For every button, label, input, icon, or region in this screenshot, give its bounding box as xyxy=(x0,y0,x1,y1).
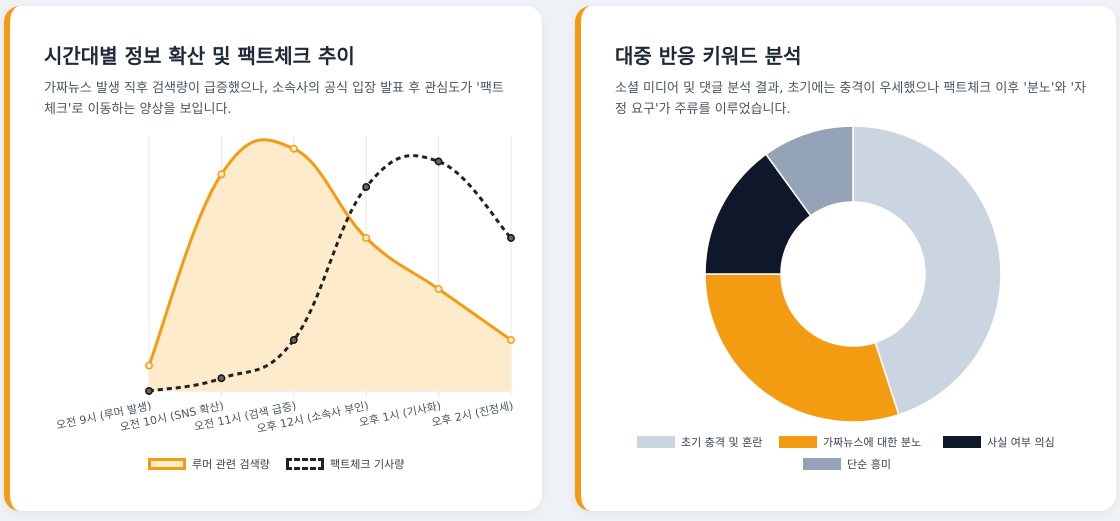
factcheck-point-4 xyxy=(434,157,443,166)
rumor-point-2 xyxy=(289,144,298,153)
legend-label-rumor: 루머 관련 검색량 xyxy=(192,458,270,471)
donut-chart-description: 소셜 미디어 및 댓글 분석 결과, 초기에는 충격이 우세했으나 팩트체크 이… xyxy=(615,81,1087,117)
donut-chart-card: 대중 반응 키워드 분석 소셜 미디어 및 댓글 분석 결과, 초기에는 충격이… xyxy=(575,6,1116,511)
rumor-point-4 xyxy=(434,285,443,293)
legend-item-rumor[interactable]: 루머 관련 검색량 xyxy=(148,456,270,472)
line-chart-card: 시간대별 정보 확산 및 팩트체크 추이 가짜뉴스 발생 직후 검색량이 급증했… xyxy=(4,6,542,511)
rumor-point-3 xyxy=(362,234,371,242)
factcheck-point-0 xyxy=(145,387,153,395)
factcheck-point-5 xyxy=(507,234,515,242)
slice-shock xyxy=(852,126,1002,416)
x-tick-label: 오후 2시 (진정세) xyxy=(430,399,514,429)
donut-chart xyxy=(704,126,1002,423)
slice-curiosity xyxy=(764,126,854,217)
x-tick-label: 오후 1시 (기사화) xyxy=(358,399,442,429)
rumor-point-1 xyxy=(217,170,226,179)
factcheck-point-3 xyxy=(362,183,371,191)
legend-item-doubt[interactable]: 사실 여부 의심 xyxy=(943,434,1055,450)
factcheck-point-1 xyxy=(217,374,226,383)
legend-item-shock[interactable]: 초기 충격 및 혼란 xyxy=(637,434,762,450)
legend-item-anger[interactable]: 가짜뉴스에 대한 분노 xyxy=(779,434,921,450)
legend-label-curiosity: 단순 흥미 xyxy=(847,458,891,471)
legend-label-factcheck: 팩트체크 기사량 xyxy=(330,458,405,471)
donut-chart-legend: 초기 충격 및 혼란 가짜뉴스에 대한 분노 사실 여부 의심 단순 흥미 xyxy=(581,434,1116,474)
rumor-point-5 xyxy=(507,336,515,344)
legend-item-factcheck[interactable]: 팩트체크 기사량 xyxy=(286,456,404,472)
legend-swatch-curiosity xyxy=(803,458,841,470)
legend-item-curiosity[interactable]: 단순 흥미 xyxy=(803,456,891,472)
legend-label-doubt: 사실 여부 의심 xyxy=(987,436,1055,449)
legend-swatch-anger xyxy=(779,436,817,448)
slice-anger xyxy=(704,273,900,423)
legend-label-shock: 초기 충격 및 혼란 xyxy=(681,436,763,449)
line-chart-title: 시간대별 정보 확산 및 팩트체크 추이 xyxy=(44,44,355,68)
rumor-point-0 xyxy=(145,361,153,370)
legend-swatch-rumor xyxy=(148,458,186,470)
legend-label-anger: 가짜뉴스에 대한 분노 xyxy=(823,436,922,449)
legend-swatch-shock xyxy=(637,436,675,448)
series-rumor-area xyxy=(149,139,511,391)
legend-swatch-doubt xyxy=(943,436,981,448)
line-chart: 오전 9시 (루머 발생)오전 10시 (SNS 확산)오전 11시 (검색 급… xyxy=(55,136,515,436)
line-chart-legend: 루머 관련 검색량 팩트체크 기사량 xyxy=(10,456,542,472)
factcheck-point-2 xyxy=(289,336,298,344)
legend-swatch-factcheck xyxy=(286,458,324,470)
line-chart-description: 가짜뉴스 발생 직후 검색량이 급증했으나, 소속사의 공식 입장 발표 후 관… xyxy=(44,81,504,117)
donut-chart-title: 대중 반응 키워드 분석 xyxy=(615,44,802,68)
